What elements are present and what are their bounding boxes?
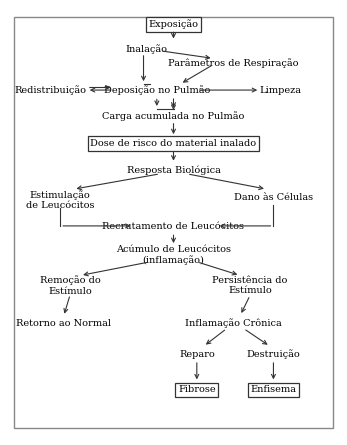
Text: Estimulação
de Leucócitos: Estimulação de Leucócitos bbox=[26, 190, 94, 210]
Text: Fibrose: Fibrose bbox=[178, 385, 215, 394]
Text: Resposta Biológica: Resposta Biológica bbox=[127, 166, 220, 175]
Text: Exposição: Exposição bbox=[149, 20, 198, 29]
Text: Dano às Células: Dano às Células bbox=[234, 193, 313, 202]
Text: Enfisema: Enfisema bbox=[251, 385, 296, 394]
Text: Acúmulo de Leucócitos
(inflamação): Acúmulo de Leucócitos (inflamação) bbox=[116, 245, 231, 265]
Text: Parâmetros de Respiração: Parâmetros de Respiração bbox=[168, 59, 299, 69]
Text: Redistribuição: Redistribuição bbox=[14, 85, 86, 95]
Text: Limpeza: Limpeza bbox=[259, 85, 301, 95]
Text: Recrutamento de Leucócitos: Recrutamento de Leucócitos bbox=[102, 222, 245, 231]
Text: Reparo: Reparo bbox=[179, 350, 215, 359]
Text: Dose de risco do material inalado: Dose de risco do material inalado bbox=[91, 139, 256, 148]
Text: Inflamação Crônica: Inflamação Crônica bbox=[185, 318, 282, 328]
Text: Persistência do
Estímulo: Persistência do Estímulo bbox=[212, 276, 288, 295]
Text: Inalação: Inalação bbox=[126, 44, 168, 54]
Text: Remoção do
Estímulo: Remoção do Estímulo bbox=[40, 275, 101, 296]
Text: Destruição: Destruição bbox=[247, 349, 300, 359]
Text: Carga acumulada no Pulmão: Carga acumulada no Pulmão bbox=[102, 111, 245, 121]
Text: Retorno ao Normal: Retorno ao Normal bbox=[16, 319, 111, 328]
Text: Deposição no Pulmão: Deposição no Pulmão bbox=[104, 85, 210, 95]
